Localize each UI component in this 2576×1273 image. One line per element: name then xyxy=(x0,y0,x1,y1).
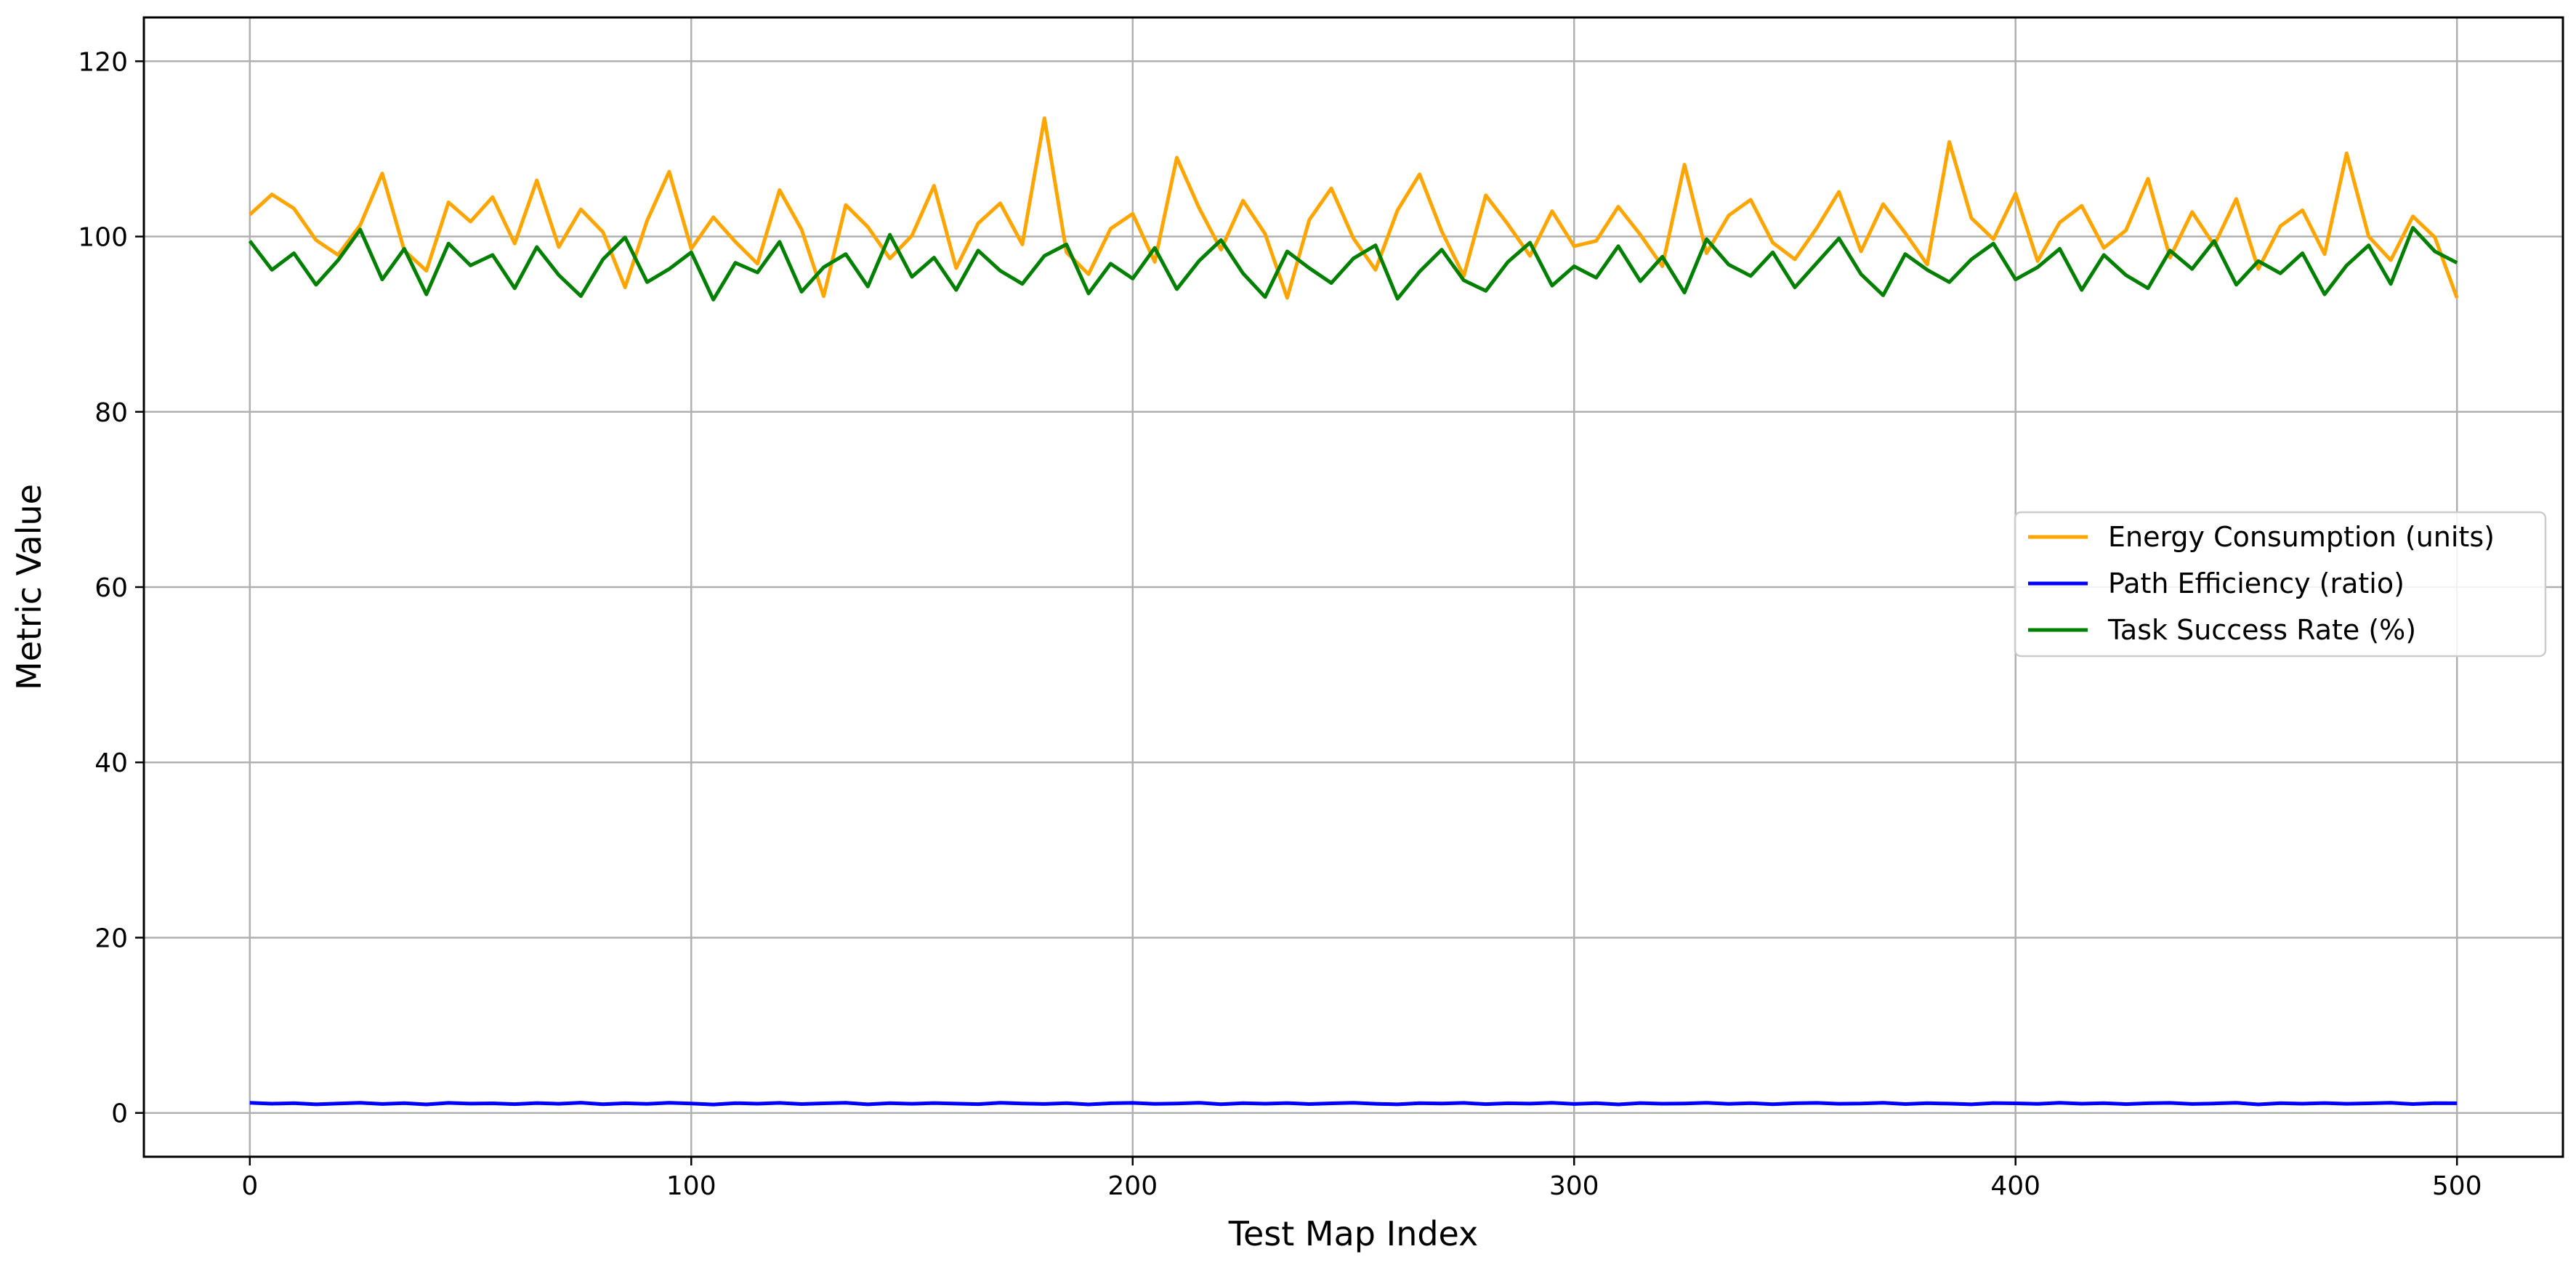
y-axis-ticks: 0 20 40 60 80 100 120 xyxy=(78,47,144,1129)
series-lines xyxy=(248,116,2459,1107)
x-tick-label-300: 300 xyxy=(1549,1171,1599,1201)
legend-label-0: Energy Consumption (units) xyxy=(2108,521,2495,553)
y-tick-label-80: 80 xyxy=(94,398,128,428)
legend-label-1: Path Efficiency (ratio) xyxy=(2108,567,2405,599)
series-line-1 xyxy=(249,1101,2458,1107)
series-line-2 xyxy=(248,226,2458,302)
x-tick-label-100: 100 xyxy=(666,1171,716,1201)
x-tick-label-400: 400 xyxy=(1990,1171,2040,1201)
x-tick-label-200: 200 xyxy=(1107,1171,1158,1201)
y-tick-label-100: 100 xyxy=(78,223,128,253)
y-axis-label: Metric Value xyxy=(9,484,49,690)
series-line-0 xyxy=(249,116,2459,300)
y-tick-label-60: 60 xyxy=(94,573,128,603)
legend: Energy Consumption (units) Path Efficienc… xyxy=(2014,511,2547,658)
y-tick-label-40: 40 xyxy=(94,748,128,778)
legend-box xyxy=(2014,511,2547,658)
y-tick-label-20: 20 xyxy=(94,924,128,953)
x-tick-label-0: 0 xyxy=(241,1171,258,1201)
legend-label-2: Task Success Rate (%) xyxy=(2107,614,2416,646)
x-axis-ticks: 0 100 200 300 400 500 xyxy=(241,1157,2482,1201)
x-tick-label-500: 500 xyxy=(2432,1171,2482,1201)
x-axis-label: Test Map Index xyxy=(1228,1214,1479,1253)
y-tick-label-120: 120 xyxy=(78,47,128,77)
y-tick-label-0: 0 xyxy=(111,1099,128,1129)
